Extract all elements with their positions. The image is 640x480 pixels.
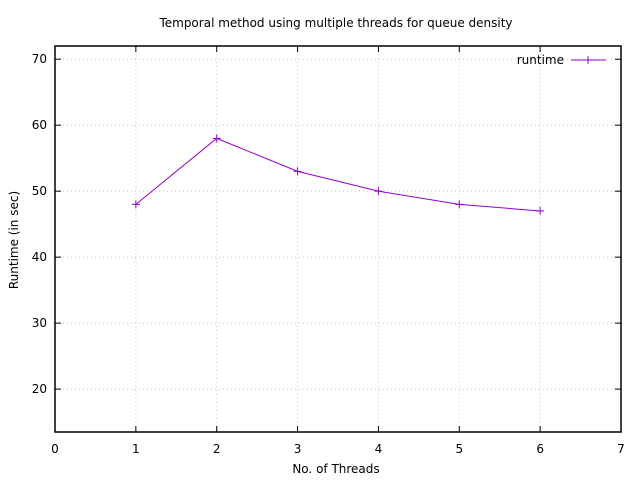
x-axis-label: No. of Threads [292,462,379,476]
axis-ticks: 0 1 2 3 4 5 6 7 20 30 40 50 60 70 [32,46,625,456]
x-tick-label: 5 [455,442,463,456]
y-tick-label: 50 [32,184,47,198]
y-tick-label: 30 [32,316,47,330]
y-tick-label: 70 [32,52,47,66]
data-point [212,134,221,143]
legend: runtime [517,53,606,67]
x-tick-label: 1 [132,442,140,456]
data-point [455,200,464,209]
series-layer [131,134,545,215]
legend-label-runtime: runtime [517,53,564,67]
grid-lines [55,46,621,432]
legend-marker-runtime [584,56,592,64]
y-tick-label: 60 [32,118,47,132]
x-tick-label: 4 [375,442,383,456]
plot-frame [54,45,622,433]
chart-title: Temporal method using multiple threads f… [158,16,512,30]
data-point [293,167,302,176]
x-tick-label: 2 [213,442,221,456]
data-point [536,206,545,215]
x-tick-label: 3 [294,442,302,456]
x-tick-label: 0 [51,442,59,456]
x-tick-label: 6 [536,442,544,456]
y-tick-label: 20 [32,382,47,396]
data-point [374,187,383,196]
data-point [131,200,140,209]
x-tick-label: 7 [617,442,625,456]
y-axis-label: Runtime (in sec) [7,191,21,289]
y-tick-label: 40 [32,250,47,264]
series-line-runtime [135,137,541,212]
